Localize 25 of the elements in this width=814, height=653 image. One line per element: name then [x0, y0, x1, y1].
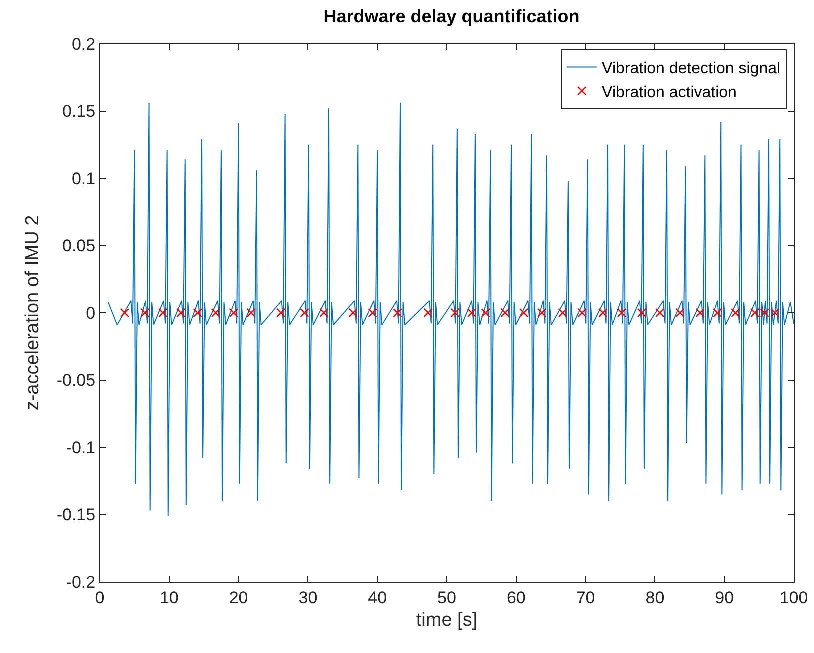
y-tick-label: -0.1 — [66, 438, 96, 458]
y-tick-label: 0 — [86, 304, 96, 323]
line-series — [108, 102, 794, 517]
y-tick-label: 0.1 — [72, 169, 96, 188]
x-tick-label: 50 — [438, 588, 456, 608]
y-axis-title: z-acceleration of IMU 2 — [22, 215, 44, 411]
chart-title: Hardware delay quantification — [324, 6, 580, 26]
x-tick-label: 80 — [646, 588, 665, 608]
x-tick-label: 20 — [229, 588, 248, 608]
y-tick-label: 0.15 — [62, 102, 96, 122]
x-tick-label: 30 — [298, 588, 318, 608]
x-axis-title: time [s] — [416, 610, 478, 632]
y-tick-label: 0.2 — [72, 34, 96, 54]
x-tick-label: 70 — [576, 588, 596, 608]
x-tick-label: 10 — [160, 588, 179, 608]
y-tick-label: 0.05 — [62, 236, 96, 256]
y-tick-label: -0.05 — [56, 371, 96, 390]
legend-label: Vibration activation — [602, 84, 737, 102]
y-tick-label: -0.2 — [66, 572, 96, 592]
x-tick-label: 100 — [780, 588, 808, 608]
x-tick-label: 40 — [368, 588, 388, 608]
x-tick-label: 90 — [715, 588, 734, 608]
x-tick-label: 60 — [506, 588, 526, 608]
legend-label: Vibration detection signal — [602, 60, 781, 78]
y-tick-label: -0.15 — [56, 506, 96, 525]
